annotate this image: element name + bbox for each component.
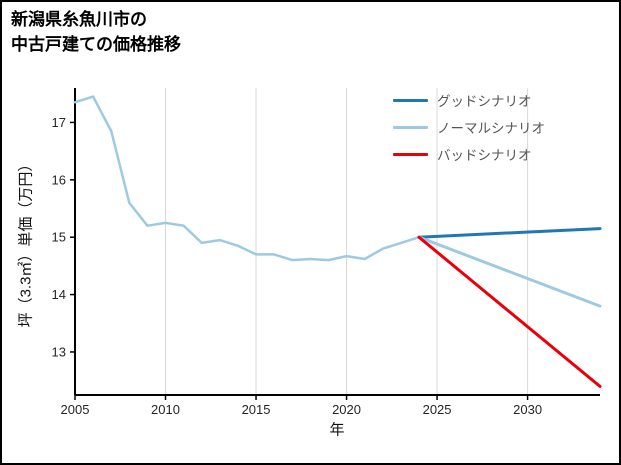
legend-label-normal: ノーマルシナリオ (437, 121, 545, 136)
x-tick-label-2015: 2015 (242, 402, 271, 417)
series-line-1 (417, 227, 602, 239)
x-tick-label-2025: 2025 (423, 402, 452, 417)
series-line-2 (417, 235, 602, 308)
x-axis-label: 年 (329, 421, 345, 439)
y-tick-label-17: 17 (52, 115, 66, 130)
y-tick-label-16: 16 (52, 172, 66, 187)
legend-swatch-normal (393, 125, 428, 129)
legend-swatch-good (393, 98, 428, 102)
y-tick-label-15: 15 (52, 230, 66, 245)
legend: グッドシナリオ ノーマルシナリオ バッドシナリオ (393, 91, 545, 163)
legend-item-normal: ノーマルシナリオ (393, 118, 545, 136)
legend-label-good: グッドシナリオ (437, 94, 532, 109)
legend-item-bad: バッドシナリオ (393, 145, 545, 163)
series-line-historical (73, 95, 421, 262)
y-tick-label-14: 14 (52, 287, 66, 302)
series-line-3 (417, 235, 602, 388)
legend-item-good: グッドシナリオ (393, 91, 545, 109)
x-tick-label-2010: 2010 (151, 402, 180, 417)
legend-label-bad: バッドシナリオ (437, 148, 532, 163)
chart-title-line1: 新潟県糸魚川市の (11, 10, 147, 29)
chart-title-line2: 中古戸建ての価格推移 (11, 34, 181, 54)
y-axis-label: 坪（3.3㎡）単価（万円） (17, 156, 35, 328)
legend-swatch-bad (393, 152, 428, 156)
chart-title: 新潟県糸魚川市の 中古戸建ての価格推移 (11, 8, 181, 57)
x-tick-label-2005: 2005 (61, 402, 90, 417)
x-tick-label-2020: 2020 (332, 402, 361, 417)
y-tick-label-13: 13 (52, 344, 66, 359)
x-tick-label-2030: 2030 (513, 402, 542, 417)
